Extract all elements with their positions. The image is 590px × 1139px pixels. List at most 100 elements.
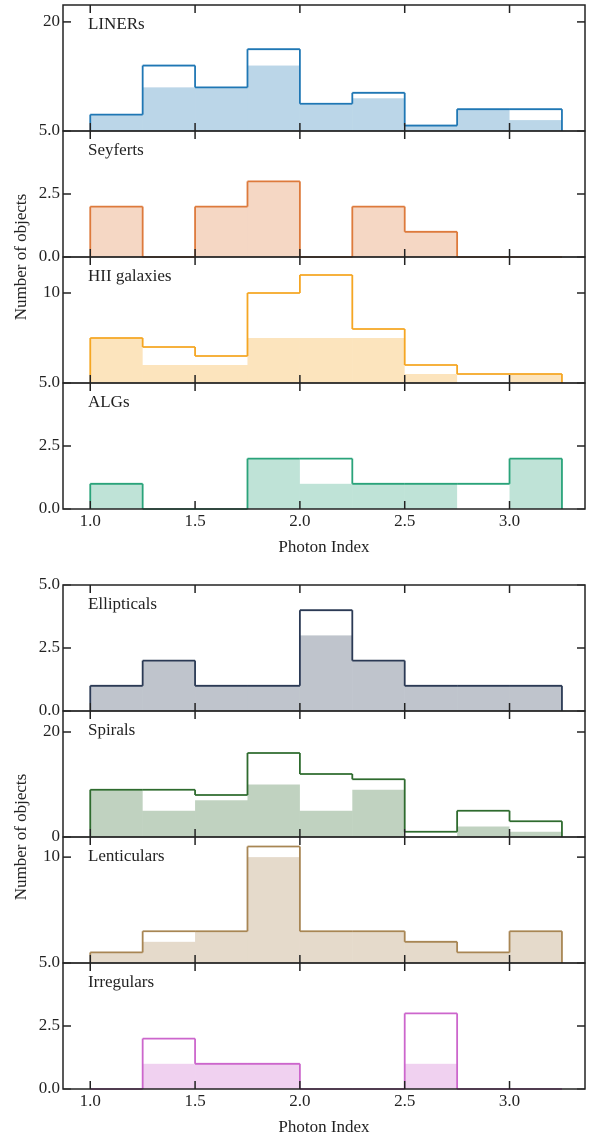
hist-bar xyxy=(509,458,562,509)
y-tick-label: 5.0 xyxy=(39,574,60,593)
hist-bar xyxy=(509,831,562,837)
y-tick-label: 20 xyxy=(43,11,60,30)
hist-bar xyxy=(247,685,300,711)
y-tick-label: 20 xyxy=(43,721,60,740)
hist-bar xyxy=(352,98,405,131)
y-tick-label: 0.0 xyxy=(39,498,60,517)
hist-bar xyxy=(142,660,196,711)
x-tick-label: 3.0 xyxy=(499,511,520,530)
hist-bar xyxy=(352,789,405,837)
hist-bar xyxy=(404,1063,458,1089)
y-tick-label: 2.5 xyxy=(39,183,60,202)
hist-bar xyxy=(352,483,405,509)
hist-bar xyxy=(247,1063,300,1089)
y-tick-label: 0 xyxy=(52,826,61,845)
hist-bar xyxy=(299,103,353,131)
hist-bar xyxy=(352,338,405,383)
hist-bar xyxy=(457,109,510,131)
y-tick-label: 5.0 xyxy=(39,952,60,971)
hist-bar xyxy=(90,206,143,257)
hist-bar xyxy=(404,374,458,383)
hist-bar xyxy=(509,931,562,963)
hist-bar xyxy=(509,685,562,711)
panel: 0 20 Spirals xyxy=(43,710,586,845)
panel-label: Seyferts xyxy=(88,140,144,159)
hist-bar xyxy=(247,65,300,131)
hist-bar xyxy=(457,952,510,963)
hist-bar xyxy=(247,857,300,963)
hist-bar xyxy=(457,685,510,711)
x-tick-label: 1.5 xyxy=(184,511,205,530)
panel: 20 LINERs Number of objects xyxy=(11,4,586,321)
hist-bar xyxy=(195,1063,248,1089)
hist-bar xyxy=(299,810,353,837)
hist-bar xyxy=(90,114,143,131)
y-tick-label: 0.0 xyxy=(39,246,60,265)
y-axis-label: Number of objects xyxy=(11,774,30,901)
hist-bar xyxy=(195,800,248,837)
x-tick-label: 2.5 xyxy=(394,511,415,530)
hist-bar xyxy=(247,784,300,837)
y-tick-label: 5.0 xyxy=(39,372,60,391)
hist-bar xyxy=(142,87,196,131)
hist-bar xyxy=(195,87,248,131)
x-axis-label: Photon Index xyxy=(278,537,370,556)
panel: 0.0 2.5 5.0 Seyferts xyxy=(39,120,586,265)
hist-bar xyxy=(299,635,353,711)
hist-bar xyxy=(195,206,248,257)
hist-bar xyxy=(509,374,562,383)
hist-bar xyxy=(404,685,458,711)
hist-bar xyxy=(352,206,405,257)
hist-bar xyxy=(404,125,458,131)
hist-bar xyxy=(195,685,248,711)
panel-label: Ellipticals xyxy=(88,594,157,613)
x-tick-label: 1.5 xyxy=(184,1091,205,1110)
x-tick-label: 2.0 xyxy=(289,1091,310,1110)
panel: 1.0 1.5 2.0 2.5 3.0 0.0 2.5 5.0 Irregulars Photon… xyxy=(39,952,586,1136)
hist-bar xyxy=(142,1063,196,1089)
hist-bar xyxy=(404,231,458,257)
hist-bar xyxy=(195,365,248,383)
x-tick-label: 2.5 xyxy=(394,1091,415,1110)
x-tick-label: 3.0 xyxy=(499,1091,520,1110)
panel-label: Spirals xyxy=(88,720,135,739)
hist-bar xyxy=(142,365,196,383)
y-tick-label: 5.0 xyxy=(39,120,60,139)
hist-bar xyxy=(457,826,510,837)
hist-bar xyxy=(90,952,143,963)
x-axis-label: Photon Index xyxy=(278,1117,370,1136)
panel-label: LINERs xyxy=(88,14,145,33)
panel-label: Irregulars xyxy=(88,972,154,991)
panel: 10 Lenticulars xyxy=(43,836,586,964)
y-tick-label: 10 xyxy=(43,846,60,865)
y-tick-label: 10 xyxy=(43,282,60,301)
hist-bar xyxy=(90,338,143,383)
hist-bar xyxy=(352,931,405,963)
panel: 1.0 1.5 2.0 2.5 3.0 0.0 2.5 5.0 ALGs Photon Index xyxy=(39,372,586,556)
x-tick-label: 1.0 xyxy=(80,511,101,530)
x-tick-label: 2.0 xyxy=(289,511,310,530)
hist-bar xyxy=(90,789,143,837)
hist-bar xyxy=(299,338,353,383)
hist-bar xyxy=(509,120,562,131)
hist-bar xyxy=(142,941,196,963)
y-tick-label: 2.5 xyxy=(39,435,60,454)
hist-bar xyxy=(90,685,143,711)
hist-bar xyxy=(299,931,353,963)
panel: 10 HII galaxies xyxy=(43,256,586,384)
panel-label: HII galaxies xyxy=(88,266,172,285)
y-axis-label: Number of objects xyxy=(11,194,30,321)
y-tick-label: 0.0 xyxy=(39,1078,60,1097)
hist-bar xyxy=(247,338,300,383)
hist-bar xyxy=(90,483,143,509)
hist-bar xyxy=(142,810,196,837)
hist-bar xyxy=(247,181,300,257)
y-tick-label: 2.5 xyxy=(39,637,60,656)
hist-bar xyxy=(352,660,405,711)
hist-bar xyxy=(299,483,353,509)
panel-label: Lenticulars xyxy=(88,846,164,865)
hist-bar xyxy=(195,931,248,963)
hist-bar xyxy=(404,941,458,963)
panel-label: ALGs xyxy=(88,392,130,411)
y-tick-label: 2.5 xyxy=(39,1015,60,1034)
